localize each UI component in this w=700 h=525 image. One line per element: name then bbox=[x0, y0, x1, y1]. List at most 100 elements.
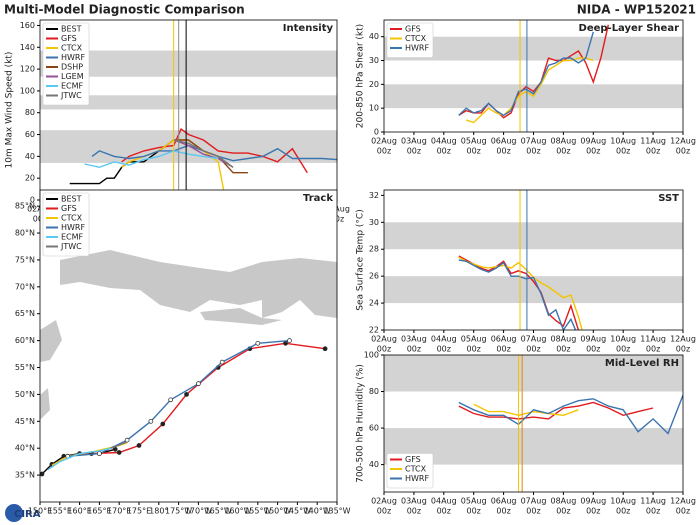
y-tick-label: 100 bbox=[20, 86, 35, 95]
logo-text: CIRA bbox=[14, 509, 41, 520]
y-tick-label: 40 bbox=[25, 152, 35, 161]
x-tick-label: 150°W bbox=[264, 507, 291, 516]
x-tick-label: 09Aug bbox=[580, 137, 606, 146]
legend-label: ECMF bbox=[61, 82, 84, 91]
x-tick-label: 08Aug bbox=[550, 137, 576, 146]
y-axis-label: 10m Max Wind Speed (kt) bbox=[5, 52, 15, 169]
series-line bbox=[465, 57, 594, 124]
x-tick-sublabel: 00z bbox=[616, 507, 630, 516]
series-line bbox=[458, 259, 577, 330]
legend-label: DSHP bbox=[61, 63, 83, 72]
land-mass bbox=[60, 250, 262, 312]
plot-area bbox=[40, 190, 337, 502]
x-tick-label: 10Aug bbox=[610, 137, 636, 146]
y-tick-label: 50°N bbox=[15, 390, 35, 399]
y-tick-label: 24 bbox=[369, 299, 379, 308]
x-tick-sublabel: 00z bbox=[616, 147, 630, 156]
y-axis-label: 700-500 hPa Humidity (%) bbox=[356, 364, 366, 483]
x-tick-sublabel: 00z bbox=[407, 345, 421, 354]
y-tick-label: 45°N bbox=[15, 417, 35, 426]
x-tick-sublabel: 00z bbox=[646, 345, 660, 354]
y-tick-label: 75°N bbox=[15, 255, 35, 264]
x-tick-label: 175°E bbox=[127, 507, 151, 516]
series-line bbox=[458, 31, 594, 117]
panel: 02Aug00z03Aug00z04Aug00z05Aug00z06Aug00z… bbox=[356, 351, 696, 516]
x-tick-sublabel: 00z bbox=[676, 345, 690, 354]
x-tick-label: 11Aug bbox=[640, 335, 666, 344]
x-tick-label: 07Aug bbox=[521, 497, 547, 506]
panel: 150°E155°E160°E165°E170°E175°E180°175°W1… bbox=[15, 189, 351, 516]
x-tick-sublabel: 00z bbox=[407, 507, 421, 516]
x-tick-label: 12Aug bbox=[670, 497, 696, 506]
x-tick-sublabel: 00z bbox=[496, 507, 510, 516]
series-line bbox=[473, 403, 579, 417]
x-tick-sublabel: 00z bbox=[586, 345, 600, 354]
x-tick-label: 175°W bbox=[165, 507, 192, 516]
y-tick-label: 40 bbox=[369, 32, 379, 41]
track-point bbox=[184, 392, 189, 397]
legend-label: BEST bbox=[61, 25, 82, 34]
y-tick-label: 40 bbox=[369, 460, 379, 469]
series-line bbox=[173, 139, 234, 168]
shade-band bbox=[384, 36, 683, 61]
x-tick-label: 02Aug bbox=[371, 497, 397, 506]
x-tick-label: 10Aug bbox=[610, 335, 636, 344]
x-tick-sublabel: 00z bbox=[407, 147, 421, 156]
y-tick-label: 28 bbox=[369, 245, 379, 254]
x-tick-sublabel: 00z bbox=[616, 345, 630, 354]
x-tick-sublabel: 00z bbox=[437, 147, 451, 156]
page-title: Multi-Model Diagnostic Comparison bbox=[4, 3, 245, 17]
x-tick-label: 06Aug bbox=[491, 335, 517, 344]
shade-band bbox=[40, 130, 337, 163]
x-tick-label: 11Aug bbox=[640, 137, 666, 146]
series-line bbox=[121, 128, 308, 174]
series-line bbox=[84, 150, 219, 169]
plot-area bbox=[384, 190, 683, 330]
series-line bbox=[47, 447, 112, 471]
y-tick-label: 60°N bbox=[15, 336, 35, 345]
legend-label: HWRF bbox=[61, 223, 85, 232]
x-tick-label: 04Aug bbox=[431, 497, 457, 506]
legend-label: CTCX bbox=[61, 44, 83, 53]
x-tick-sublabel: 00z bbox=[496, 345, 510, 354]
land-mass bbox=[262, 258, 337, 318]
track-point bbox=[116, 450, 122, 455]
y-tick-label: 100 bbox=[364, 351, 379, 360]
track-point bbox=[322, 346, 328, 352]
x-tick-sublabel: 00z bbox=[526, 507, 540, 516]
x-tick-sublabel: 00z bbox=[467, 147, 481, 156]
y-tick-label: 0 bbox=[30, 196, 35, 205]
y-tick-label: 20 bbox=[25, 174, 35, 183]
x-tick-sublabel: 00z bbox=[556, 147, 570, 156]
legend-label: JTWC bbox=[60, 91, 82, 100]
shade-band bbox=[384, 222, 683, 250]
x-tick-label: 12Aug bbox=[670, 137, 696, 146]
legend-label: JTWC bbox=[60, 242, 82, 251]
x-tick-label: 07Aug bbox=[521, 335, 547, 344]
x-tick-label: 170°E bbox=[107, 507, 131, 516]
ocean bbox=[40, 190, 337, 502]
y-tick-label: 120 bbox=[20, 65, 35, 74]
y-tick-label: 80 bbox=[369, 387, 379, 396]
x-tick-sublabel: 00z bbox=[377, 147, 391, 156]
panel: 02Aug00z03Aug00z04Aug00z05Aug00z06Aug00z… bbox=[356, 189, 696, 354]
track-point bbox=[219, 359, 225, 365]
plot-area bbox=[384, 355, 683, 492]
track-point bbox=[124, 437, 130, 443]
x-tick-label: 170°W bbox=[185, 507, 212, 516]
x-tick-label: 165°E bbox=[87, 507, 111, 516]
x-tick-sublabel: 00z bbox=[377, 507, 391, 516]
track-point bbox=[40, 471, 45, 477]
x-tick-sublabel: 00z bbox=[526, 345, 540, 354]
x-tick-label: 160°E bbox=[67, 507, 91, 516]
shade-band bbox=[40, 95, 337, 110]
logo-globe bbox=[5, 504, 23, 522]
x-tick-label: 03Aug bbox=[401, 137, 427, 146]
x-tick-label: 08Aug bbox=[550, 335, 576, 344]
plot-area bbox=[384, 20, 683, 132]
panel-title: Deep-Layer Shear bbox=[579, 23, 680, 34]
y-tick-label: 32 bbox=[369, 191, 379, 200]
legend-label: BEST bbox=[61, 195, 82, 204]
y-tick-label: 60 bbox=[369, 424, 379, 433]
series-line bbox=[458, 401, 654, 420]
